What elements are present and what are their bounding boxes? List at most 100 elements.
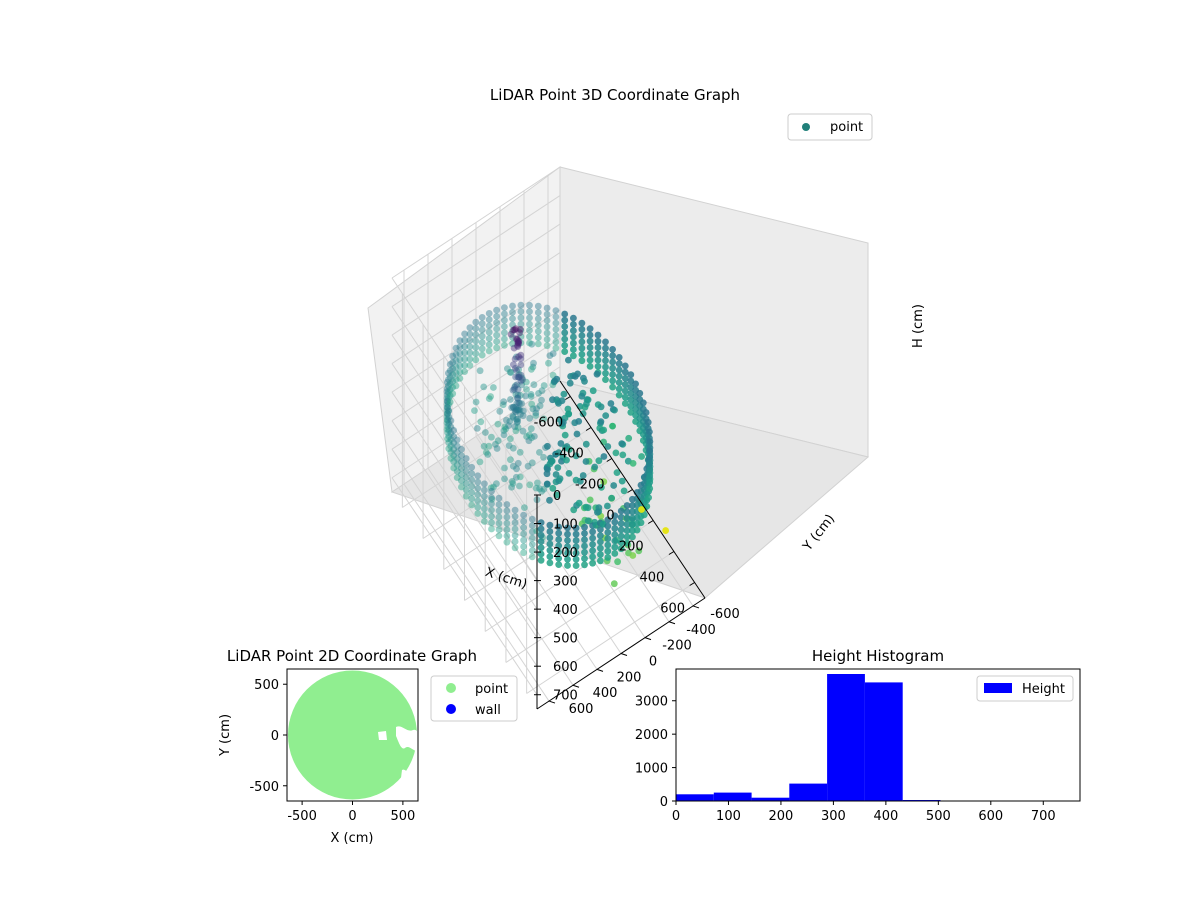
grid-line-z [391,277,538,496]
y-tick-label: -500 [249,780,279,795]
data-point [515,353,522,361]
data-point [485,328,493,336]
data-point [485,335,493,342]
data-point [445,407,452,415]
data-point [540,382,548,389]
data-point [516,473,524,481]
data-point [443,416,451,424]
data-point [604,502,611,510]
data-point [511,506,519,514]
grid-line-z [391,166,561,279]
data-point [462,492,470,500]
data-point [516,329,523,337]
data-point [509,386,517,394]
data-point [496,407,504,415]
data-point [509,480,517,487]
data-point [600,426,608,434]
data-point [445,438,453,446]
data-point [452,357,460,365]
data-point [638,453,645,460]
chart-2d-axes: -500 0 500 -500 0 500 [249,678,415,824]
data-point [555,523,563,531]
x-tick-label: 200 [619,540,644,555]
data-point [566,379,574,387]
data-point [629,533,636,541]
data-point [600,478,608,486]
data-point [632,380,639,388]
data-point [565,470,573,477]
data-point [503,501,511,508]
chart-hist-legend-label: Height [1022,682,1065,697]
z-tick-label: 600 [553,660,578,675]
data-point [488,487,495,495]
data-point [466,336,474,344]
data-point [514,337,522,345]
data-point [589,541,596,548]
data-point [510,326,517,334]
data-point [449,365,457,372]
data-point [589,534,596,542]
data-point [443,378,451,386]
data-point [488,433,495,441]
data-point [474,478,482,486]
data-point [512,427,520,435]
data-point [493,331,500,339]
data-point [586,344,594,351]
data-point [611,537,619,545]
data-point [458,464,465,472]
histogram-bar [864,682,903,801]
data-point [540,453,547,461]
data-point [449,352,457,360]
data-point [513,353,520,361]
data-point [501,310,508,318]
data-point [621,381,629,389]
data-point [492,440,499,448]
data-point [623,539,631,547]
data-point [556,475,564,483]
data-point [516,391,524,399]
data-point [443,413,451,421]
data-point [532,412,540,419]
data-point [566,446,573,453]
data-point [478,320,486,328]
data-point [487,393,494,400]
data-point [493,445,501,452]
data-point [559,418,567,426]
grid-line-z [391,280,561,393]
x-tick-label: 500 [390,809,415,824]
data-point [635,547,643,555]
data-point [468,489,476,496]
data-point [586,325,594,333]
data-point [623,520,631,528]
data-point [557,440,565,447]
data-point [540,415,548,423]
y-tick-label: 1000 [635,762,668,777]
chart-3d-points [443,301,670,588]
data-point [505,422,512,429]
data-point [456,362,464,370]
data-point [586,331,594,339]
data-point [449,358,457,366]
data-point [458,483,465,491]
data-point [511,519,519,527]
data-point [534,340,542,348]
data-point [510,344,518,352]
data-point [515,405,522,413]
data-point [517,377,525,385]
x-tick-label: -400 [554,447,584,462]
data-point [597,526,604,533]
data-point [561,348,569,355]
data-point [445,420,453,427]
data-point [604,516,612,524]
data-point [480,383,488,391]
data-point [512,403,519,411]
data-point [513,416,520,423]
data-point [561,316,569,324]
data-point [511,531,519,539]
data-point [617,532,625,540]
data-point [578,351,586,358]
data-point [604,443,612,450]
data-point [515,338,523,345]
data-point [478,314,486,321]
data-point [458,452,465,459]
